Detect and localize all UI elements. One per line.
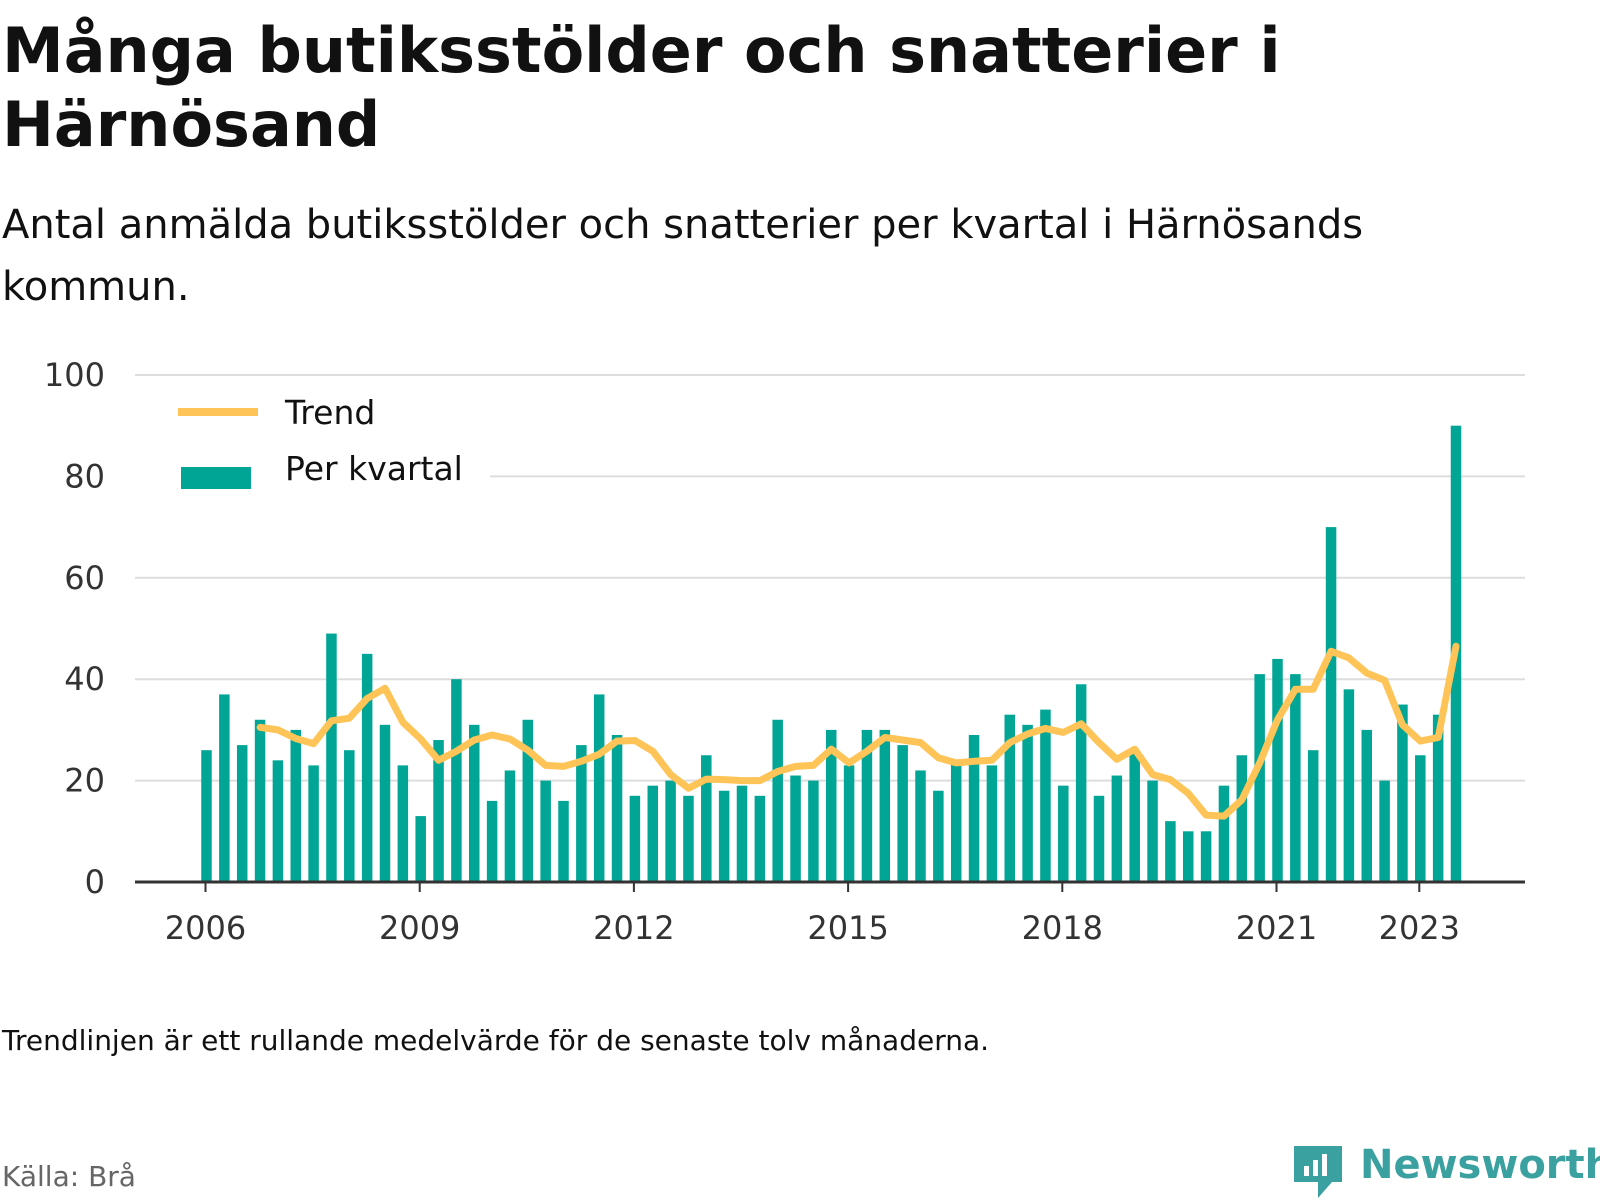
bar <box>1040 709 1051 882</box>
bar <box>1290 674 1301 882</box>
bar <box>1004 714 1015 882</box>
x-tick-label: 2018 <box>1022 909 1103 947</box>
y-tick-label: 20 <box>64 762 105 800</box>
bar <box>1183 831 1194 882</box>
bar <box>683 795 694 882</box>
y-tick-label: 60 <box>64 559 105 597</box>
newsworthy-icon <box>1294 1146 1342 1198</box>
x-axis: 2006 2009 2012 2015 2018 2021 2023 <box>135 880 1525 947</box>
bar <box>1361 729 1372 882</box>
legend-bar-swatch <box>181 467 251 489</box>
bar <box>397 765 409 882</box>
y-tick-label: 0 <box>85 863 105 901</box>
bar <box>1432 714 1444 882</box>
bar <box>540 780 551 882</box>
bar <box>861 729 873 882</box>
bar <box>1379 780 1390 882</box>
bar <box>219 694 230 882</box>
bar <box>1093 795 1105 882</box>
trend-line-layer <box>256 642 1460 820</box>
y-tick-label: 80 <box>64 457 105 495</box>
bar <box>611 734 623 882</box>
bar <box>718 790 730 882</box>
bar <box>379 724 391 882</box>
bar <box>576 745 587 882</box>
bar <box>1129 750 1140 882</box>
bar <box>986 765 998 882</box>
bar <box>1307 750 1319 882</box>
brand-logo: Newsworthy <box>1290 1142 1600 1198</box>
brand-name: Newsworthy <box>1360 1142 1600 1188</box>
bar <box>344 750 355 882</box>
bar <box>236 745 248 882</box>
bar <box>701 755 712 882</box>
bar <box>790 775 801 882</box>
bar <box>879 729 891 882</box>
chart-subtitle: Antal anmälda butiksstölder och snatteri… <box>2 202 1364 310</box>
bar <box>754 795 766 882</box>
x-tick-label: 2009 <box>379 909 460 947</box>
bar <box>968 734 980 882</box>
bar <box>808 780 819 882</box>
bar <box>1254 674 1265 882</box>
bar <box>1236 755 1248 882</box>
bar <box>433 740 444 882</box>
bar <box>665 780 676 882</box>
bar <box>254 719 266 882</box>
bar <box>415 816 426 882</box>
bar <box>826 729 837 882</box>
bar <box>897 745 908 882</box>
x-tick-label: 2006 <box>165 909 246 947</box>
source-label: Källa: Brå <box>2 1160 136 1193</box>
bar <box>772 719 783 882</box>
bar <box>950 760 962 882</box>
bar <box>1200 831 1212 882</box>
bar <box>736 785 748 882</box>
y-tick-label: 40 <box>64 660 105 698</box>
bar <box>558 800 569 882</box>
bar <box>469 724 480 882</box>
bar <box>451 679 462 882</box>
bar <box>1111 775 1123 882</box>
bar <box>1272 658 1283 882</box>
bar <box>1325 527 1337 882</box>
bar <box>326 633 337 882</box>
bar-line-chart: 0 20 40 60 80 100 2006 2009 2012 2015 2018 2021 202… <box>44 356 1525 947</box>
x-tick-label: 2012 <box>593 909 674 947</box>
trend-line <box>256 642 1460 820</box>
bar <box>504 770 516 882</box>
bar <box>1165 821 1176 882</box>
bar <box>647 785 658 882</box>
bar <box>915 770 926 882</box>
bar <box>522 719 534 882</box>
bar <box>1022 724 1033 882</box>
legend-bar-label: Per kvartal <box>285 449 463 488</box>
bar <box>1075 684 1087 882</box>
bar <box>1415 755 1426 882</box>
legend-trend-label: Trend <box>284 393 375 432</box>
bar <box>1147 780 1158 882</box>
bar <box>933 790 944 882</box>
x-tick-label: 2021 <box>1236 909 1317 947</box>
x-tick-label: 2023 <box>1379 909 1460 947</box>
legend: Trend Per kvartal <box>120 378 490 502</box>
bar <box>1397 704 1408 882</box>
bar <box>290 729 301 882</box>
bar <box>1343 689 1355 882</box>
bars-per-kvartal <box>201 425 1462 882</box>
bar <box>201 750 212 882</box>
bar <box>361 653 373 882</box>
x-tick-label: 2015 <box>807 909 888 947</box>
bar <box>629 795 641 882</box>
bar <box>486 800 498 882</box>
bar <box>1058 785 1069 882</box>
bar <box>272 760 284 882</box>
bar <box>843 765 855 882</box>
footnote: Trendlinjen är ett rullande medelvärde f… <box>2 1024 990 1057</box>
y-tick-label: 100 <box>44 356 105 394</box>
bar <box>1218 785 1230 882</box>
bar <box>593 694 605 882</box>
chart-title: Många butiksstölder och snatterier i Här… <box>2 14 1281 161</box>
bar <box>308 765 319 882</box>
